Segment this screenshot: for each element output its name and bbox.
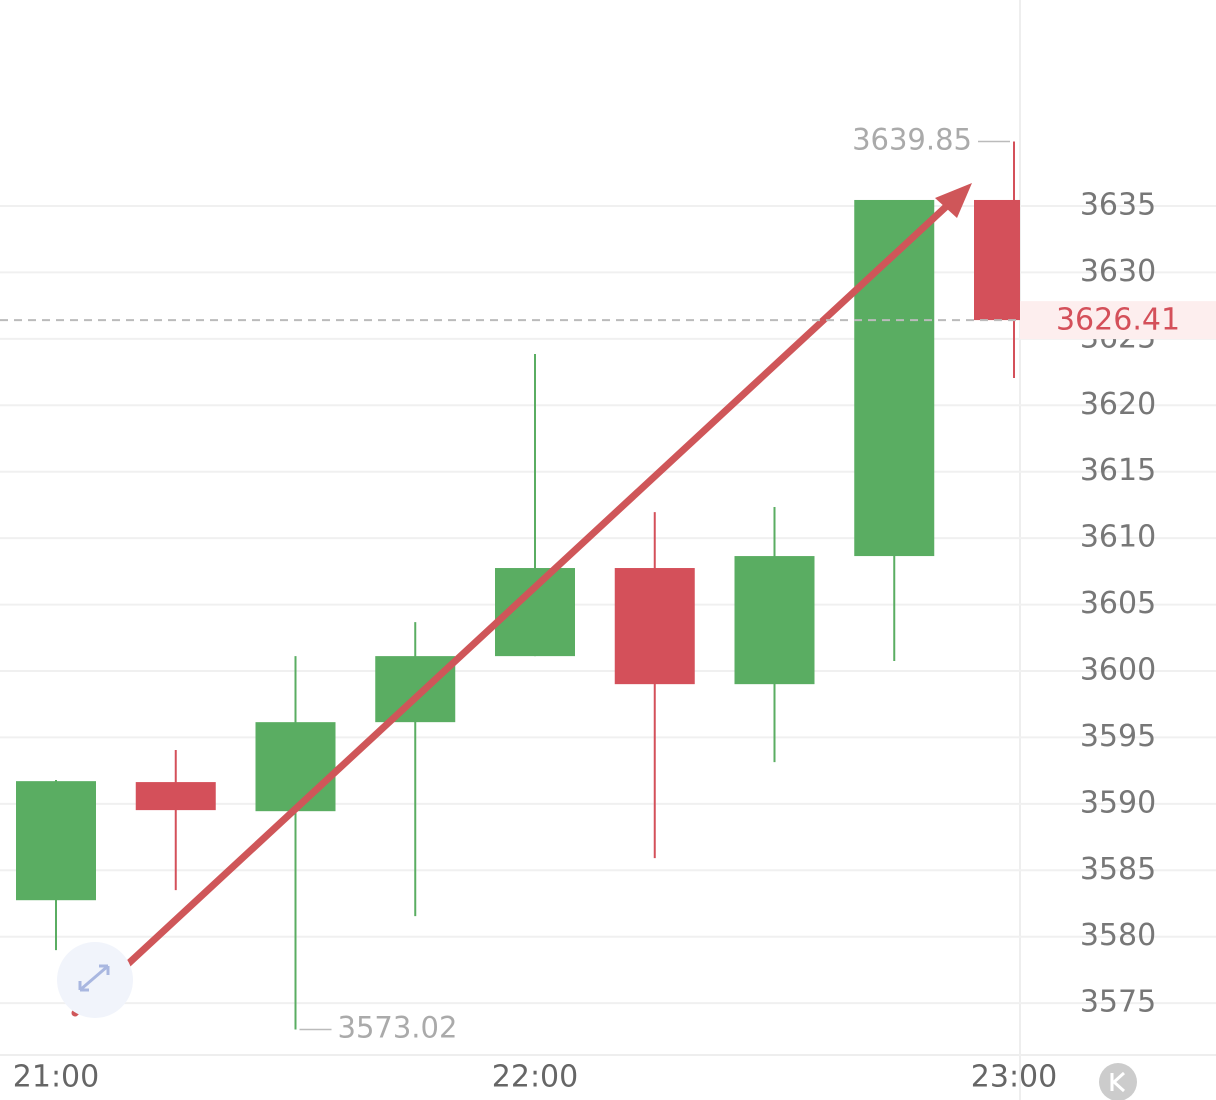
arrow-head — [935, 183, 972, 218]
y-tick-label: 3635 — [1080, 187, 1156, 222]
trend-arrow — [71, 199, 954, 1017]
low-label: 3573.02 — [338, 1010, 458, 1044]
expand-button[interactable] — [57, 942, 133, 1018]
candle-body — [135, 782, 216, 811]
y-tick-label: 3615 — [1080, 453, 1156, 488]
last-price-box — [1020, 301, 1216, 340]
x-tick-label: 21:00 — [13, 1060, 99, 1095]
candle-body — [16, 781, 96, 901]
last-price-label: 3626.41 — [1056, 303, 1180, 338]
candle-body — [375, 656, 456, 723]
y-tick-label: 3575 — [1080, 985, 1156, 1020]
candle-body — [974, 199, 1020, 321]
back-button[interactable] — [1099, 1063, 1137, 1100]
candles — [16, 141, 1020, 1030]
x-tick-label: 22:00 — [492, 1060, 578, 1095]
y-tick-label: 3585 — [1080, 852, 1156, 887]
x-tick-label: 23:00 — [971, 1060, 1057, 1095]
labels: 3575 3580 3585 3590 3595 3600 3605 3610 3615 3620… — [0, 123, 1216, 1095]
y-tick-label: 3605 — [1080, 586, 1156, 621]
back-icon — [1110, 1071, 1126, 1093]
expand-icon — [78, 964, 110, 992]
y-tick-label: 3610 — [1080, 520, 1156, 555]
y-tick-label: 3630 — [1080, 254, 1156, 289]
y-tick-label: 3620 — [1080, 387, 1156, 422]
candle-body — [734, 556, 815, 685]
y-tick-label: 3595 — [1080, 719, 1156, 754]
candle-body — [255, 722, 336, 812]
y-tick-label: 3580 — [1080, 918, 1156, 953]
y-tick-label: 3600 — [1080, 653, 1156, 688]
y-tick-label: 3590 — [1080, 785, 1156, 820]
candle-body — [614, 568, 695, 685]
high-label: 3639.85 — [852, 123, 972, 157]
